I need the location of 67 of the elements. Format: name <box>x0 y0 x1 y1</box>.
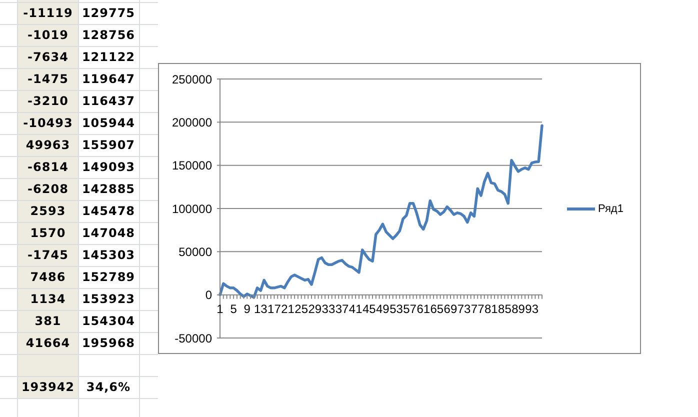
text: 153923 <box>80 290 136 308</box>
x-tick-label: 81 <box>484 302 498 316</box>
text: 129775 <box>80 4 136 22</box>
text: -7634 <box>26 48 70 66</box>
x-tick-label: 37 <box>335 302 350 316</box>
y-tick-label: 150000 <box>172 158 212 173</box>
text: -3210 <box>26 92 70 110</box>
text: 128756 <box>80 26 136 44</box>
text: 116437 <box>80 92 136 110</box>
text: 105944 <box>80 114 136 132</box>
x-tick-label: 1 <box>216 302 224 316</box>
x-tick-label: 5 <box>230 302 238 316</box>
y-tick-label: 100000 <box>172 202 212 216</box>
x-tick-label: 73 <box>457 302 472 316</box>
x-tick-label: 21 <box>281 302 295 316</box>
x-tick-label: 29 <box>308 302 322 316</box>
x-tick-label: 65 <box>430 302 444 316</box>
x-tick-label: 49 <box>376 302 390 316</box>
x-tick-label: 13 <box>254 302 268 316</box>
y-tick-label: -50000 <box>174 331 212 346</box>
text: 41664 <box>24 334 72 352</box>
y-tick-label: 250000 <box>172 72 212 86</box>
text: 119647 <box>80 70 136 88</box>
text: -10493 <box>22 114 74 132</box>
text: 145303 <box>80 246 136 264</box>
text: -6208 <box>26 180 70 198</box>
text: 49963 <box>24 136 72 154</box>
text: -6814 <box>26 158 70 176</box>
legend-label: Ряд1 <box>598 202 624 216</box>
text: 147048 <box>80 224 136 242</box>
text: -1019 <box>26 26 70 44</box>
x-tick-label: 77 <box>470 302 485 316</box>
text: -11119 <box>22 4 74 22</box>
x-tick-label: 61 <box>416 302 430 316</box>
text: 155907 <box>80 136 136 154</box>
x-tick-label: 9 <box>244 302 251 316</box>
x-tick-label: 93 <box>525 302 539 316</box>
text: 1570 <box>29 224 67 242</box>
text: -1745 <box>26 246 70 264</box>
text: 7486 <box>29 268 67 286</box>
text: 154304 <box>80 312 136 330</box>
x-tick-label: 85 <box>498 302 512 316</box>
text: 195968 <box>80 334 136 352</box>
text: 2593 <box>29 202 67 220</box>
x-tick-label: 53 <box>390 302 404 316</box>
y-tick-label: 50000 <box>178 244 212 259</box>
text: 142885 <box>80 180 136 198</box>
x-tick-label: 57 <box>403 302 417 316</box>
line-series <box>218 124 544 299</box>
x-tick-label: 69 <box>444 302 458 316</box>
text: 145478 <box>80 202 136 220</box>
x-tick-label: 33 <box>322 302 336 316</box>
x-tick-label: 25 <box>294 302 308 316</box>
text: 149093 <box>80 158 136 176</box>
text: 381 <box>34 312 62 330</box>
x-tick-label: 89 <box>512 302 526 316</box>
text: 121122 <box>80 48 136 66</box>
y-tick-label: 0 <box>205 288 212 302</box>
text: 1134 <box>29 290 67 308</box>
text: 193942 <box>20 378 76 396</box>
text: -1475 <box>26 70 70 88</box>
text: 34,6% <box>85 378 132 396</box>
text: 152789 <box>80 268 136 286</box>
x-tick-label: 41 <box>348 302 363 316</box>
x-tick-label: 17 <box>268 302 282 316</box>
y-tick-label: 200000 <box>172 115 212 130</box>
x-tick-label: 45 <box>362 302 376 316</box>
